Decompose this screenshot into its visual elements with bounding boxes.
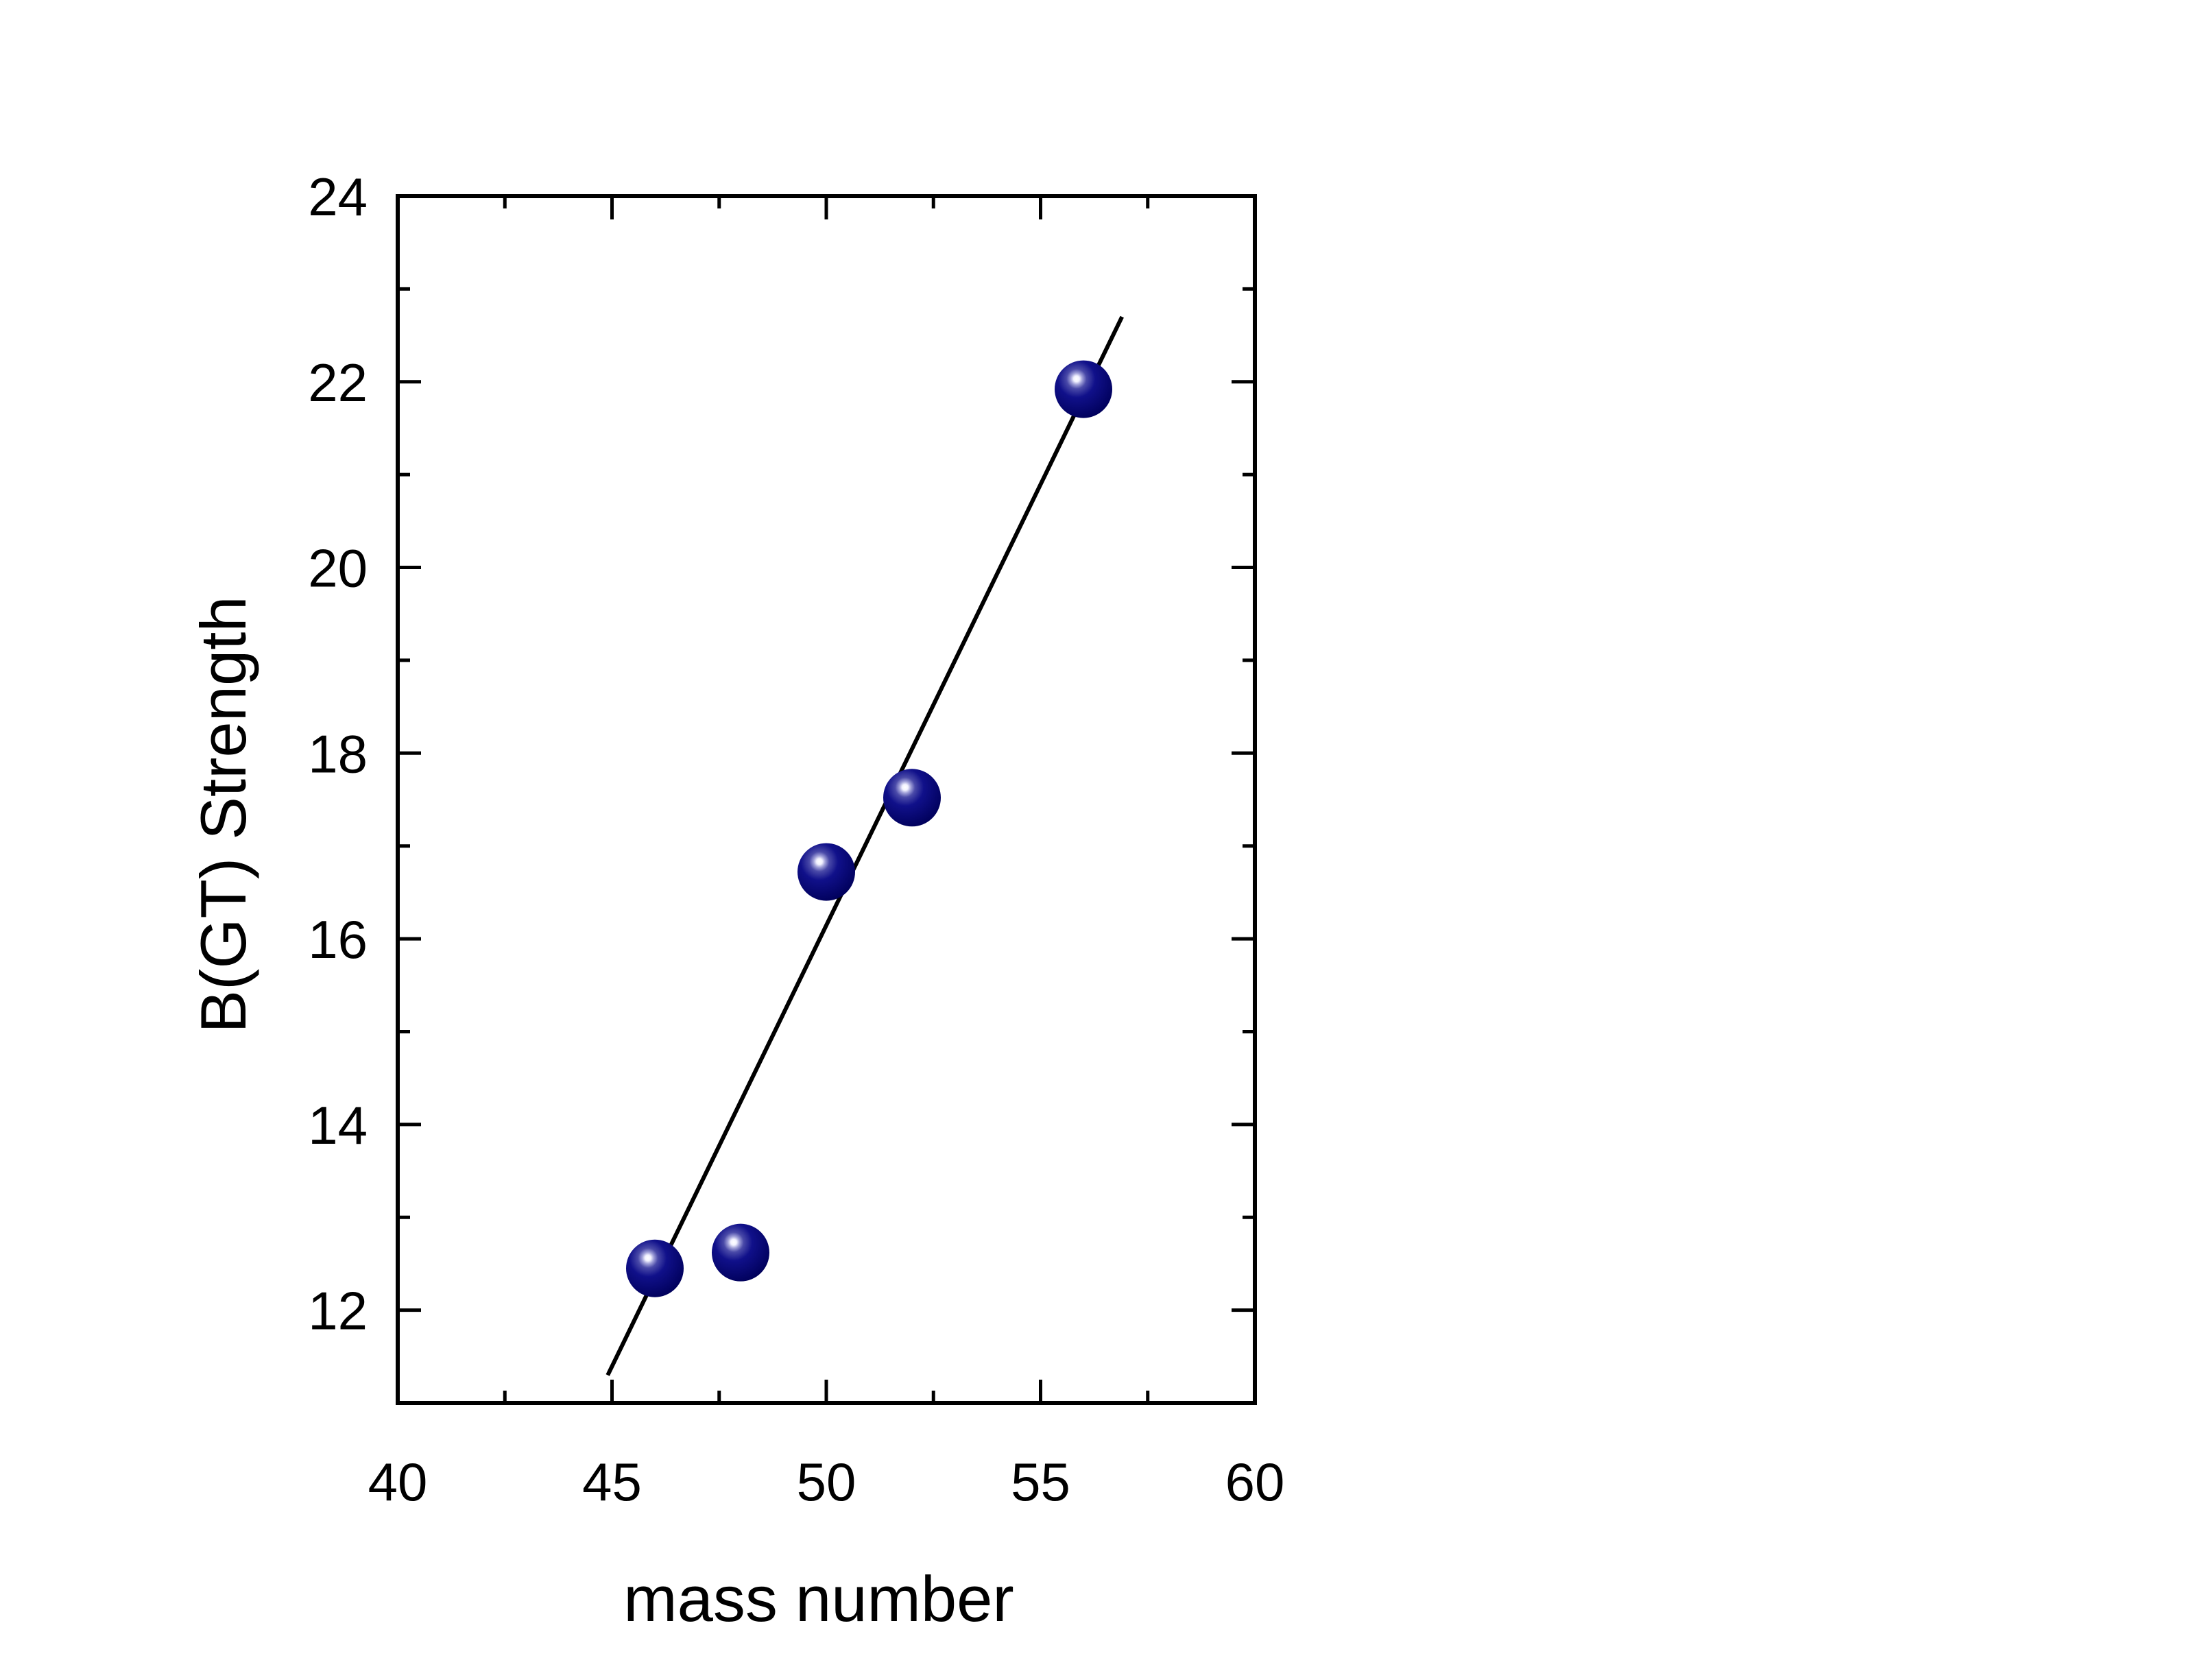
data-point xyxy=(1055,360,1112,418)
plot-frame xyxy=(396,194,1257,1405)
x-tick-label: 40 xyxy=(368,1452,428,1512)
y-tick-label: 14 xyxy=(308,1095,368,1155)
data-point xyxy=(712,1223,769,1282)
data-point xyxy=(883,769,941,827)
y-tick-label: 20 xyxy=(308,538,368,599)
y-tick-label: 24 xyxy=(308,167,368,227)
y-axis-label: B(GT) Strength xyxy=(187,596,259,1033)
x-tick-label: 55 xyxy=(1011,1452,1070,1512)
data-point xyxy=(626,1239,684,1297)
x-axis-label: mass number xyxy=(623,1563,1013,1635)
y-tick-label: 12 xyxy=(308,1281,368,1341)
fit-line xyxy=(605,315,1124,1376)
y-tick-label: 16 xyxy=(308,909,368,970)
y-tick-label: 18 xyxy=(308,723,368,784)
y-tick-label: 22 xyxy=(308,352,368,413)
x-tick-label: 50 xyxy=(797,1452,856,1512)
data-point xyxy=(797,843,855,901)
x-tick-label: 45 xyxy=(582,1452,642,1512)
x-tick-label: 60 xyxy=(1225,1452,1285,1512)
